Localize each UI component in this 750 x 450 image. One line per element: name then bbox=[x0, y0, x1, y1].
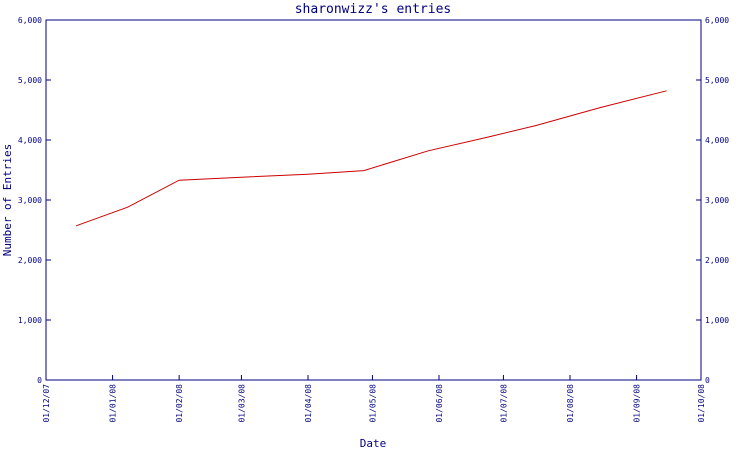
x-tick-label: 01/09/08 bbox=[633, 384, 642, 423]
y-tick-label-left: 6,000 bbox=[18, 16, 42, 25]
x-axis: 01/12/07 01/01/08 01/02/08 01/03/08 01/04/08… bbox=[42, 375, 706, 423]
x-tick-label: 01/12/07 bbox=[42, 384, 51, 423]
x-tick-label: 01/07/08 bbox=[499, 384, 508, 423]
y-tick-label-right: 6,000 bbox=[705, 16, 729, 25]
x-tick-label: 01/04/08 bbox=[304, 384, 313, 423]
plot-frame bbox=[45, 19, 702, 381]
y-tick-label-left: 4,000 bbox=[18, 136, 42, 145]
y-tick-label-right: 0 bbox=[705, 376, 710, 385]
y-tick-label-right: 2,000 bbox=[705, 256, 729, 265]
y-tick-label-right: 1,000 bbox=[705, 316, 729, 325]
y-axis-right: 0 1,000 2,000 3,000 4,000 5,000 6,000 bbox=[696, 16, 729, 385]
y-tick-label-left: 5,000 bbox=[18, 76, 42, 85]
x-tick-label: 01/06/08 bbox=[435, 384, 444, 423]
y-tick-label-right: 4,000 bbox=[705, 136, 729, 145]
y-axis-left: 0 1,000 2,000 3,000 4,000 5,000 6,000 bbox=[18, 16, 51, 385]
chart-title: sharonwizz's entries bbox=[295, 2, 452, 17]
plot-area: 0 1,000 2,000 3,000 4,000 5,000 6,000 0 1,000 2,… bbox=[18, 16, 729, 423]
x-tick-label: 01/02/08 bbox=[175, 384, 184, 423]
y-tick-label-right: 3,000 bbox=[705, 196, 729, 205]
x-tick-label: 01/05/08 bbox=[368, 384, 377, 423]
x-tick-label: 01/01/08 bbox=[109, 384, 118, 423]
x-tick-label: 01/03/08 bbox=[237, 384, 246, 423]
x-tick-label: 01/08/08 bbox=[566, 384, 575, 423]
y-tick-label-left: 0 bbox=[37, 376, 42, 385]
y-tick-label-left: 2,000 bbox=[18, 256, 42, 265]
x-axis-label: Date bbox=[360, 437, 387, 450]
y-tick-label-left: 3,000 bbox=[18, 196, 42, 205]
series-line bbox=[75, 90, 667, 227]
x-tick-label: 01/10/08 bbox=[697, 384, 706, 423]
y-tick-label-right: 5,000 bbox=[705, 76, 729, 85]
y-tick-label-left: 1,000 bbox=[18, 316, 42, 325]
y-axis-label: Number of Entries bbox=[1, 144, 14, 257]
series-layer bbox=[75, 90, 667, 227]
